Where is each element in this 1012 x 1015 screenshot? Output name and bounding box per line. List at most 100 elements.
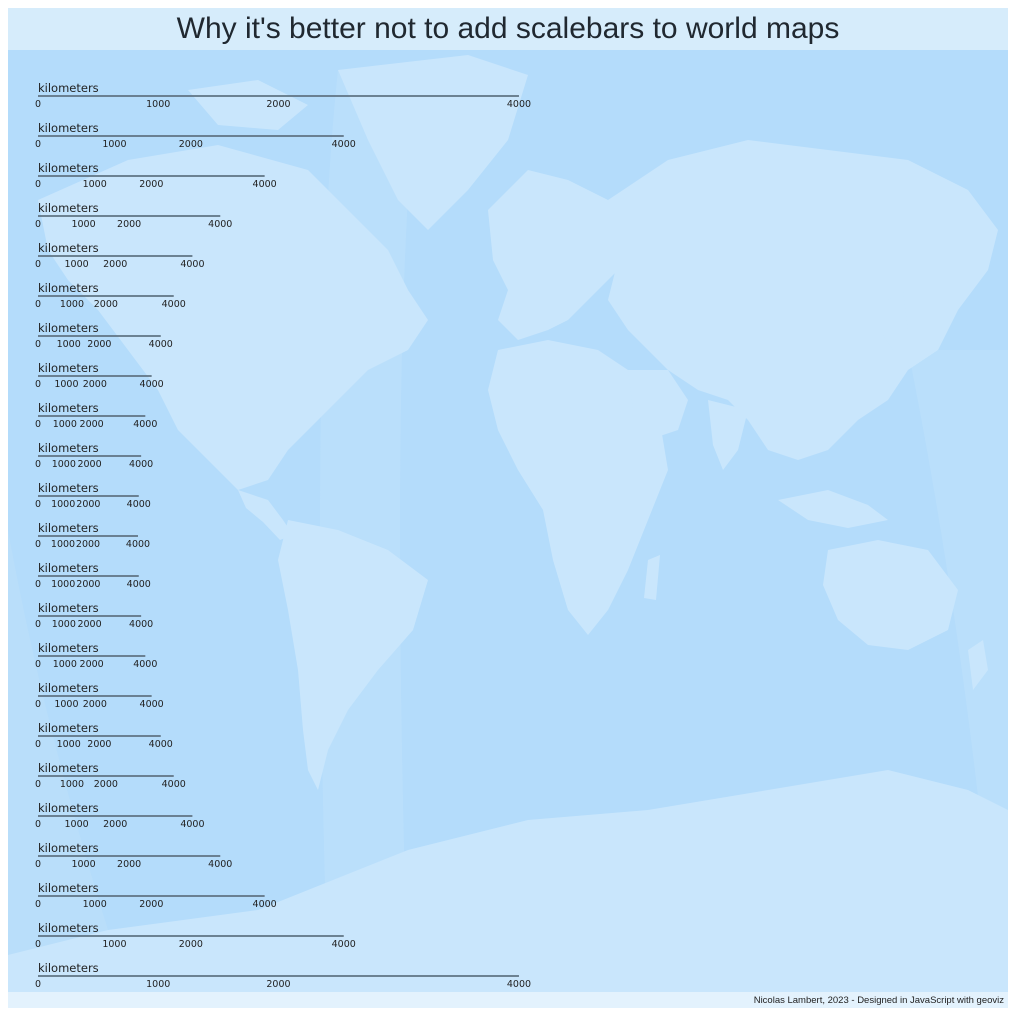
scalebar-tick-label: 2000 [139, 179, 163, 190]
scalebar-tick-label: 1000 [102, 139, 126, 150]
land-europe [488, 170, 628, 340]
scalebar-tick-label: 2000 [80, 419, 104, 430]
scalebar-tick-label: 4000 [332, 939, 356, 950]
scalebar-tick-label: 4000 [133, 659, 157, 670]
scalebar-tick-label: 2000 [83, 379, 107, 390]
scalebar-tick-label: 4000 [149, 339, 173, 350]
scalebar: kilometers 0 1000 2000 4000 [35, 161, 277, 190]
map-area[interactable]: kilometers 0 1000 2000 4000 kilometers 0 1000 20… [8, 50, 1008, 992]
scalebar-tick-label: 4000 [332, 139, 356, 150]
scalebar-unit-label: kilometers [38, 761, 99, 775]
scalebar-tick-label: 0 [35, 939, 41, 950]
scalebar-tick-label: 4000 [129, 459, 153, 470]
scalebar-tick-label: 4000 [126, 539, 150, 550]
scalebar: kilometers 0 1000 2000 4000 [35, 561, 151, 590]
scalebar-tick-label: 0 [35, 739, 41, 750]
scalebar-tick-label: 1000 [52, 459, 76, 470]
scalebar-unit-label: kilometers [38, 401, 99, 415]
scalebar-unit-label: kilometers [38, 641, 99, 655]
scalebar-tick-label: 2000 [80, 659, 104, 670]
land-arabia [628, 370, 688, 440]
land-madagascar [644, 555, 660, 600]
scalebar-tick-label: 1000 [54, 699, 78, 710]
land-indonesia [778, 490, 888, 528]
scalebar-unit-label: kilometers [38, 121, 99, 135]
scalebar-tick-label: 4000 [208, 859, 232, 870]
land-central-america [238, 490, 293, 540]
scalebar-tick-label: 2000 [76, 499, 100, 510]
scalebar-tick-label: 0 [35, 579, 41, 590]
scalebar-tick-label: 4000 [253, 179, 277, 190]
scalebar-unit-label: kilometers [38, 281, 99, 295]
scalebar-tick-label: 2000 [266, 979, 290, 990]
scalebar-tick-label: 1000 [83, 179, 107, 190]
scalebar-tick-label: 0 [35, 819, 41, 830]
scalebar-tick-label: 2000 [179, 939, 203, 950]
title-band: Why it's better not to add scalebars to … [8, 8, 1008, 50]
land-north-america [38, 145, 428, 490]
scalebar-tick-label: 2000 [117, 859, 141, 870]
scalebar-tick-label: 1000 [60, 299, 84, 310]
scalebar-tick-label: 1000 [53, 419, 77, 430]
scalebar-unit-label: kilometers [38, 721, 99, 735]
scalebar-tick-label: 1000 [65, 259, 89, 270]
scalebar-tick-label: 1000 [51, 539, 75, 550]
scalebar-tick-label: 4000 [127, 579, 151, 590]
map-title: Why it's better not to add scalebars to … [176, 12, 840, 45]
scalebar-tick-label: 2000 [117, 219, 141, 230]
scalebar-tick-label: 2000 [94, 299, 118, 310]
scalebar-tick-label: 4000 [253, 899, 277, 910]
scalebar-unit-label: kilometers [38, 81, 99, 95]
scalebar-tick-label: 2000 [139, 899, 163, 910]
scalebar-unit-label: kilometers [38, 841, 99, 855]
scalebar-tick-label: 1000 [51, 579, 75, 590]
scalebar-unit-label: kilometers [38, 801, 99, 815]
scalebar-tick-label: 4000 [180, 819, 204, 830]
scalebar-unit-label: kilometers [38, 481, 99, 495]
scalebar-tick-label: 4000 [127, 499, 151, 510]
scalebar-unit-label: kilometers [38, 561, 99, 575]
scalebar-tick-label: 2000 [94, 779, 118, 790]
scalebar-tick-label: 4000 [180, 259, 204, 270]
scalebar-tick-label: 0 [35, 179, 41, 190]
land-africa [488, 340, 668, 635]
land-japan [883, 290, 908, 350]
scalebar-unit-label: kilometers [38, 601, 99, 615]
scalebar-tick-label: 1000 [57, 739, 81, 750]
scalebar-tick-label: 0 [35, 339, 41, 350]
scalebar-unit-label: kilometers [38, 321, 99, 335]
scalebar-tick-label: 4000 [140, 379, 164, 390]
scalebar-tick-label: 1000 [71, 219, 95, 230]
scalebar-tick-label: 1000 [146, 979, 170, 990]
scalebar-unit-label: kilometers [38, 521, 99, 535]
credits: Nicolas Lambert, 2023 - Designed in Java… [753, 995, 1004, 1006]
scalebar-unit-label: kilometers [38, 201, 99, 215]
scalebar: kilometers 0 1000 2000 4000 [35, 921, 356, 950]
scalebar-unit-label: kilometers [38, 921, 99, 935]
land-arctic-islands [188, 80, 308, 130]
scalebar-tick-label: 2000 [76, 579, 100, 590]
scalebar-unit-label: kilometers [38, 681, 99, 695]
scalebar-tick-label: 4000 [162, 299, 186, 310]
scalebar-unit-label: kilometers [38, 161, 99, 175]
scalebar-tick-label: 4000 [507, 99, 531, 110]
scalebar-tick-label: 0 [35, 779, 41, 790]
scalebar-tick-label: 4000 [140, 699, 164, 710]
scalebar-tick-label: 0 [35, 859, 41, 870]
scalebar-tick-label: 1000 [102, 939, 126, 950]
scalebar-tick-label: 0 [35, 219, 41, 230]
scalebar-tick-label: 0 [35, 659, 41, 670]
